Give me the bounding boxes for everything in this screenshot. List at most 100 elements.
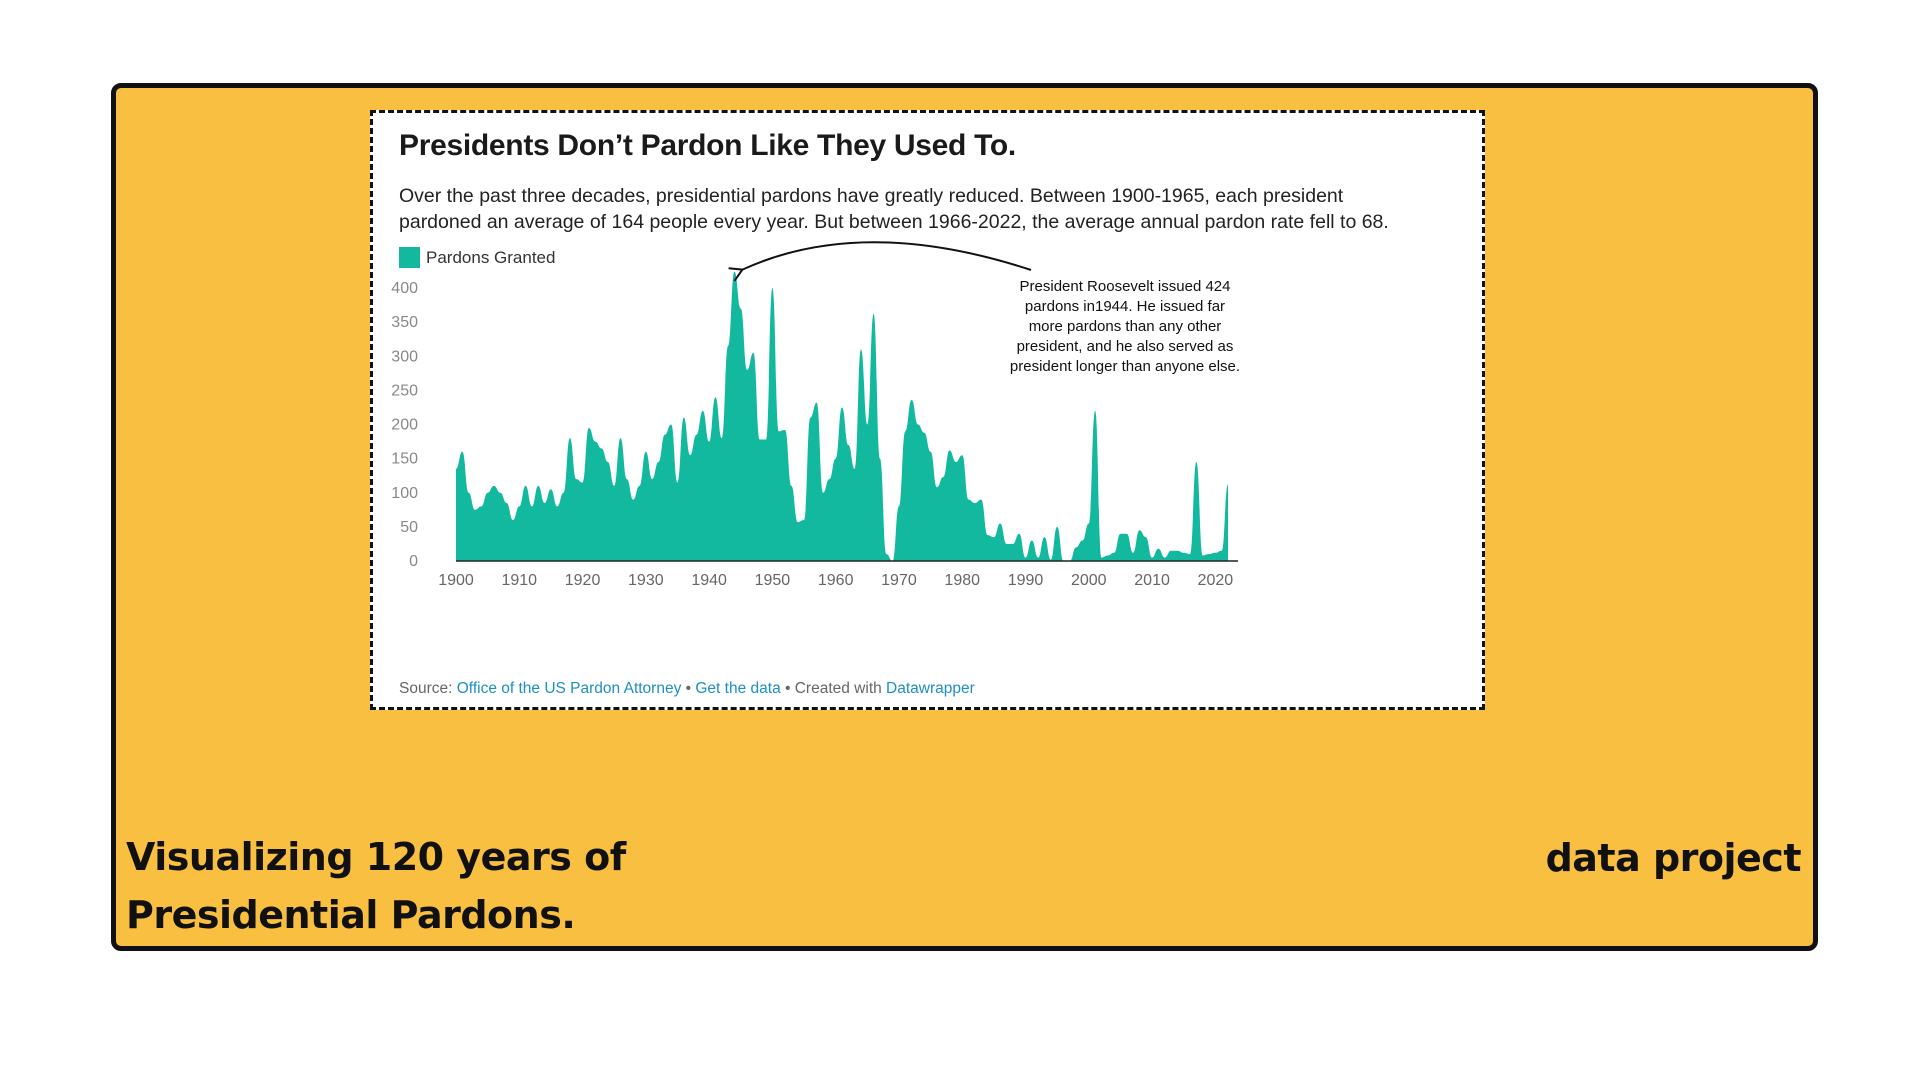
data-point-1990 (1024, 556, 1027, 559)
data-point-1931 (651, 478, 654, 481)
data-point-2005 (1119, 532, 1122, 535)
data-point-2017 (1195, 461, 1198, 464)
data-point-1918 (568, 437, 571, 440)
data-point-2019 (1208, 553, 1211, 556)
data-point-1984 (986, 534, 989, 537)
data-point-1954 (796, 521, 799, 524)
data-point-1965 (866, 423, 869, 426)
data-point-1986 (999, 522, 1002, 525)
data-point-1950 (771, 287, 774, 290)
data-point-1921 (587, 426, 590, 429)
created-with-text: • Created with (780, 680, 887, 697)
data-point-1942 (720, 437, 723, 440)
data-point-1905 (486, 491, 489, 494)
data-point-2001 (1094, 409, 1097, 412)
data-point-1959 (828, 478, 831, 481)
annotation-text: President Roosevelt issued 424 pardons i… (985, 277, 1265, 377)
annotation-line: president, and he also served as (1016, 338, 1234, 355)
x-tick-label: 2010 (1134, 572, 1170, 589)
annotation-line: president longer than anyone else. (1009, 358, 1241, 375)
data-point-2004 (1113, 551, 1116, 554)
data-point-2011 (1157, 547, 1160, 550)
data-point-1945 (739, 307, 742, 310)
data-point-1926 (619, 437, 622, 440)
data-point-1943 (727, 345, 730, 348)
project-title-line-2: Presidential Pardons. (126, 893, 576, 937)
data-point-2013 (1170, 549, 1173, 552)
data-point-1906 (492, 484, 495, 487)
x-tick-label: 1950 (755, 572, 791, 589)
x-tick-label: 1980 (944, 572, 980, 589)
annotation-line: President Roosevelt issued 424 (1019, 278, 1231, 295)
data-point-1957 (815, 401, 818, 404)
data-point-1900 (455, 467, 458, 470)
source-prefix: Source: (399, 680, 457, 697)
annotation-line: more pardons than any other (1028, 318, 1222, 335)
chart-source: Source: Office of the US Pardon Attorney… (399, 680, 975, 698)
data-point-1983 (980, 498, 983, 501)
data-point-2008 (1138, 529, 1141, 532)
data-point-2006 (1125, 532, 1128, 535)
project-title: Visualizing 120 years of Presidential Pa… (126, 828, 626, 944)
data-point-2020 (1214, 551, 1217, 554)
data-point-1956 (809, 416, 812, 419)
data-point-2016 (1189, 553, 1192, 556)
get-data-link[interactable]: Get the data (695, 680, 781, 697)
x-tick-label: 1920 (565, 572, 601, 589)
data-point-1982 (973, 501, 976, 504)
data-point-1934 (670, 423, 673, 426)
data-point-1972 (910, 398, 913, 401)
data-point-1923 (600, 447, 603, 450)
data-point-2021 (1220, 549, 1223, 552)
source-link[interactable]: Office of the US Pardon Attorney (456, 680, 682, 697)
data-point-1902 (467, 491, 470, 494)
data-point-2000 (1087, 522, 1090, 525)
data-point-1989 (1018, 532, 1021, 535)
x-tick-label: 1990 (1008, 572, 1044, 589)
x-tick-label: 1970 (881, 572, 917, 589)
data-point-1962 (847, 443, 850, 446)
data-point-2010 (1151, 556, 1154, 559)
data-point-1911 (524, 484, 527, 487)
y-tick-label: 200 (391, 417, 418, 434)
data-point-1977 (942, 476, 945, 479)
data-point-1927 (625, 478, 628, 481)
data-point-1933 (663, 433, 666, 436)
y-tick-label: 350 (391, 314, 418, 331)
data-point-1903 (473, 508, 476, 511)
x-tick-label: 1900 (438, 572, 474, 589)
annotation-arrow (728, 241, 1032, 282)
data-point-1952 (784, 428, 787, 431)
data-point-1925 (613, 484, 616, 487)
y-tick-label: 400 (391, 280, 418, 297)
x-tick-label: 2020 (1198, 572, 1234, 589)
annotation-line: pardons in1944. He issued far (1024, 298, 1226, 315)
data-point-1939 (701, 409, 704, 412)
data-point-1924 (606, 461, 609, 464)
area-chart: 0 50 100 150 200 250 300 350 400 1900 1910 1920 193… (391, 241, 1238, 589)
source-separator: • (681, 680, 696, 697)
data-point-1996 (1062, 560, 1065, 563)
data-point-1919 (575, 478, 578, 481)
data-point-2009 (1144, 536, 1147, 539)
project-title-line-1: Visualizing 120 years of (126, 835, 626, 879)
chart-title: Presidents Don’t Pardon Like They Used T… (399, 129, 1016, 162)
data-point-1987 (1005, 542, 1008, 545)
data-point-1955 (803, 519, 806, 522)
data-point-2018 (1201, 554, 1204, 557)
data-point-1971 (904, 430, 907, 433)
datawrapper-link[interactable]: Datawrapper (886, 680, 975, 697)
data-point-1991 (1030, 539, 1033, 542)
data-point-1960 (834, 457, 837, 460)
data-point-1951 (777, 430, 780, 433)
data-point-1929 (638, 484, 641, 487)
data-point-1917 (562, 491, 565, 494)
data-point-2015 (1182, 551, 1185, 554)
data-point-1995 (1056, 525, 1059, 528)
data-point-1978 (948, 449, 951, 452)
chart-subtitle: Over the past three decades, presidentia… (399, 183, 1469, 235)
legend-swatch (399, 247, 420, 268)
y-tick-label: 300 (391, 348, 418, 365)
data-point-2007 (1132, 551, 1135, 554)
project-card: Presidents Don’t Pardon Like They Used T… (111, 83, 1818, 951)
